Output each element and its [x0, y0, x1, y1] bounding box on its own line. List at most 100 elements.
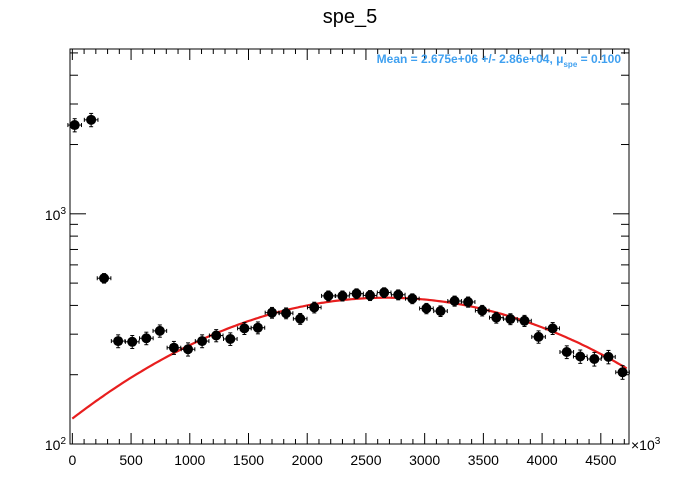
stats-tail: = 0.100 — [577, 52, 621, 66]
data-point — [587, 351, 602, 367]
y-tick-label: 103 — [45, 206, 67, 223]
x-scale-exp: 3 — [655, 436, 661, 447]
data-point — [139, 331, 154, 346]
x-tick-label: 3500 — [468, 452, 499, 468]
data-point — [433, 305, 448, 318]
point-marker — [323, 290, 334, 301]
data-point — [278, 307, 294, 320]
x-tick-label: 1000 — [174, 452, 205, 468]
point-marker — [603, 351, 614, 362]
data-point — [572, 349, 588, 364]
point-marker — [281, 308, 292, 319]
point-marker — [197, 336, 208, 347]
point-marker — [393, 289, 404, 300]
x-tick-label: 4500 — [585, 452, 616, 468]
point-marker — [86, 114, 97, 125]
chart-title: spe_5 — [323, 6, 378, 28]
x-scale-label: ×103 — [631, 436, 661, 453]
data-point — [237, 322, 252, 336]
y-tick-exp: 2 — [60, 436, 66, 447]
point-marker — [266, 307, 277, 318]
data-point — [250, 321, 266, 335]
point-marker — [211, 330, 222, 341]
y-tick-exp: 3 — [60, 206, 66, 217]
fit-curve-layer — [71, 296, 628, 420]
data-point — [264, 306, 280, 319]
point-marker — [113, 336, 124, 347]
data-point — [460, 296, 476, 308]
x-tick-label: 0 — [68, 452, 76, 468]
point-marker — [421, 303, 432, 314]
data-points-layer — [67, 112, 630, 380]
x-scale-base: ×10 — [631, 437, 655, 453]
data-point — [292, 312, 308, 325]
data-point — [488, 311, 504, 324]
point-marker — [519, 315, 530, 326]
data-point — [503, 313, 518, 326]
point-marker — [127, 336, 138, 347]
x-tick-label: 2000 — [292, 452, 323, 468]
data-point — [405, 293, 420, 305]
point-marker — [252, 322, 263, 333]
point-marker — [183, 344, 194, 355]
stats-main: Mean = 2.675e+06 +/- 2.86e+04, μ — [377, 52, 564, 66]
x-tick-label: 4000 — [527, 452, 558, 468]
data-point — [517, 314, 532, 327]
data-point — [545, 322, 560, 336]
point-marker — [225, 333, 236, 344]
data-point — [321, 290, 336, 302]
data-point — [474, 304, 490, 317]
point-marker — [239, 323, 250, 334]
point-marker — [295, 313, 306, 324]
point-marker — [99, 273, 110, 284]
data-point — [447, 295, 462, 307]
x-tick-label: 3000 — [409, 452, 440, 468]
data-point — [124, 335, 140, 349]
data-point — [601, 349, 616, 365]
point-marker — [168, 342, 179, 353]
data-point — [390, 289, 406, 301]
point-marker — [351, 288, 362, 299]
point-marker — [379, 287, 390, 298]
data-point — [180, 342, 196, 357]
point-marker — [589, 354, 600, 365]
data-point — [67, 118, 83, 133]
y-tick-label: 102 — [45, 436, 67, 453]
point-marker — [617, 367, 628, 378]
data-point — [83, 112, 99, 128]
fit-curve — [71, 296, 628, 420]
x-axis: 0 500 1000 1500 2000 2500 3000 3500 4000 4500 — [68, 49, 625, 468]
data-point — [208, 329, 224, 343]
data-point — [531, 330, 546, 344]
data-point — [335, 290, 350, 302]
point-marker — [365, 290, 376, 301]
y-tick-base: 10 — [45, 207, 61, 223]
point-marker — [435, 306, 446, 317]
data-point — [615, 365, 630, 380]
data-point — [110, 334, 126, 349]
data-point — [166, 340, 182, 355]
point-marker — [141, 333, 152, 344]
point-marker — [337, 290, 348, 301]
point-marker — [449, 296, 460, 307]
data-point — [559, 345, 575, 360]
data-point — [349, 288, 364, 300]
data-point — [376, 287, 392, 298]
x-tick-label: 500 — [119, 452, 143, 468]
data-point — [152, 324, 168, 338]
point-marker — [547, 323, 558, 334]
data-point — [222, 332, 238, 346]
point-marker — [154, 325, 165, 336]
stats-box: Mean = 2.675e+06 +/- 2.86e+04, μspe = 0.… — [377, 52, 622, 69]
data-point — [419, 302, 434, 315]
data-point — [96, 273, 112, 284]
point-marker — [561, 347, 572, 358]
point-marker — [477, 305, 488, 316]
data-point — [306, 301, 322, 314]
point-marker — [575, 351, 586, 362]
stats-sub: spe — [563, 60, 577, 69]
point-marker — [463, 296, 474, 307]
y-tick-base: 10 — [45, 437, 61, 453]
